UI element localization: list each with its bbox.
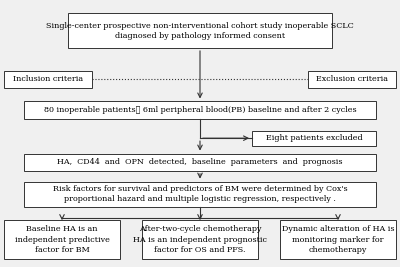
FancyBboxPatch shape — [24, 101, 376, 119]
FancyBboxPatch shape — [24, 154, 376, 171]
Text: Dynamic alteration of HA is
monitoring marker for
chemotherapy: Dynamic alteration of HA is monitoring m… — [282, 225, 394, 254]
Text: 80 inoperable patients、 6ml peripheral blood(PB) baseline and after 2 cycles: 80 inoperable patients、 6ml peripheral b… — [44, 106, 356, 114]
FancyBboxPatch shape — [308, 71, 396, 88]
FancyBboxPatch shape — [68, 13, 332, 48]
FancyBboxPatch shape — [142, 220, 258, 259]
FancyBboxPatch shape — [24, 182, 376, 207]
Text: Eight patients excluded: Eight patients excluded — [266, 134, 362, 142]
FancyBboxPatch shape — [280, 220, 396, 259]
Text: Exclusion criteria: Exclusion criteria — [316, 76, 388, 83]
Text: HA,  CD44  and  OPN  detected,  baseline  parameters  and  prognosis: HA, CD44 and OPN detected, baseline para… — [57, 158, 343, 166]
FancyBboxPatch shape — [4, 220, 120, 259]
FancyBboxPatch shape — [252, 131, 376, 146]
Text: Inclusion criteria: Inclusion criteria — [13, 76, 83, 83]
FancyBboxPatch shape — [4, 71, 92, 88]
Text: After-two-cycle chemotherapy
HA is an independent prognostic
factor for OS and P: After-two-cycle chemotherapy HA is an in… — [133, 225, 267, 254]
Text: Single-center prospective non-interventional cohort study inoperable SCLC
diagno: Single-center prospective non-interventi… — [46, 22, 354, 40]
Text: Risk factors for survival and predictors of BM were determined by Cox's
proporti: Risk factors for survival and predictors… — [53, 185, 347, 203]
Text: Baseline HA is an
independent predictive
factor for BM: Baseline HA is an independent predictive… — [14, 225, 110, 254]
